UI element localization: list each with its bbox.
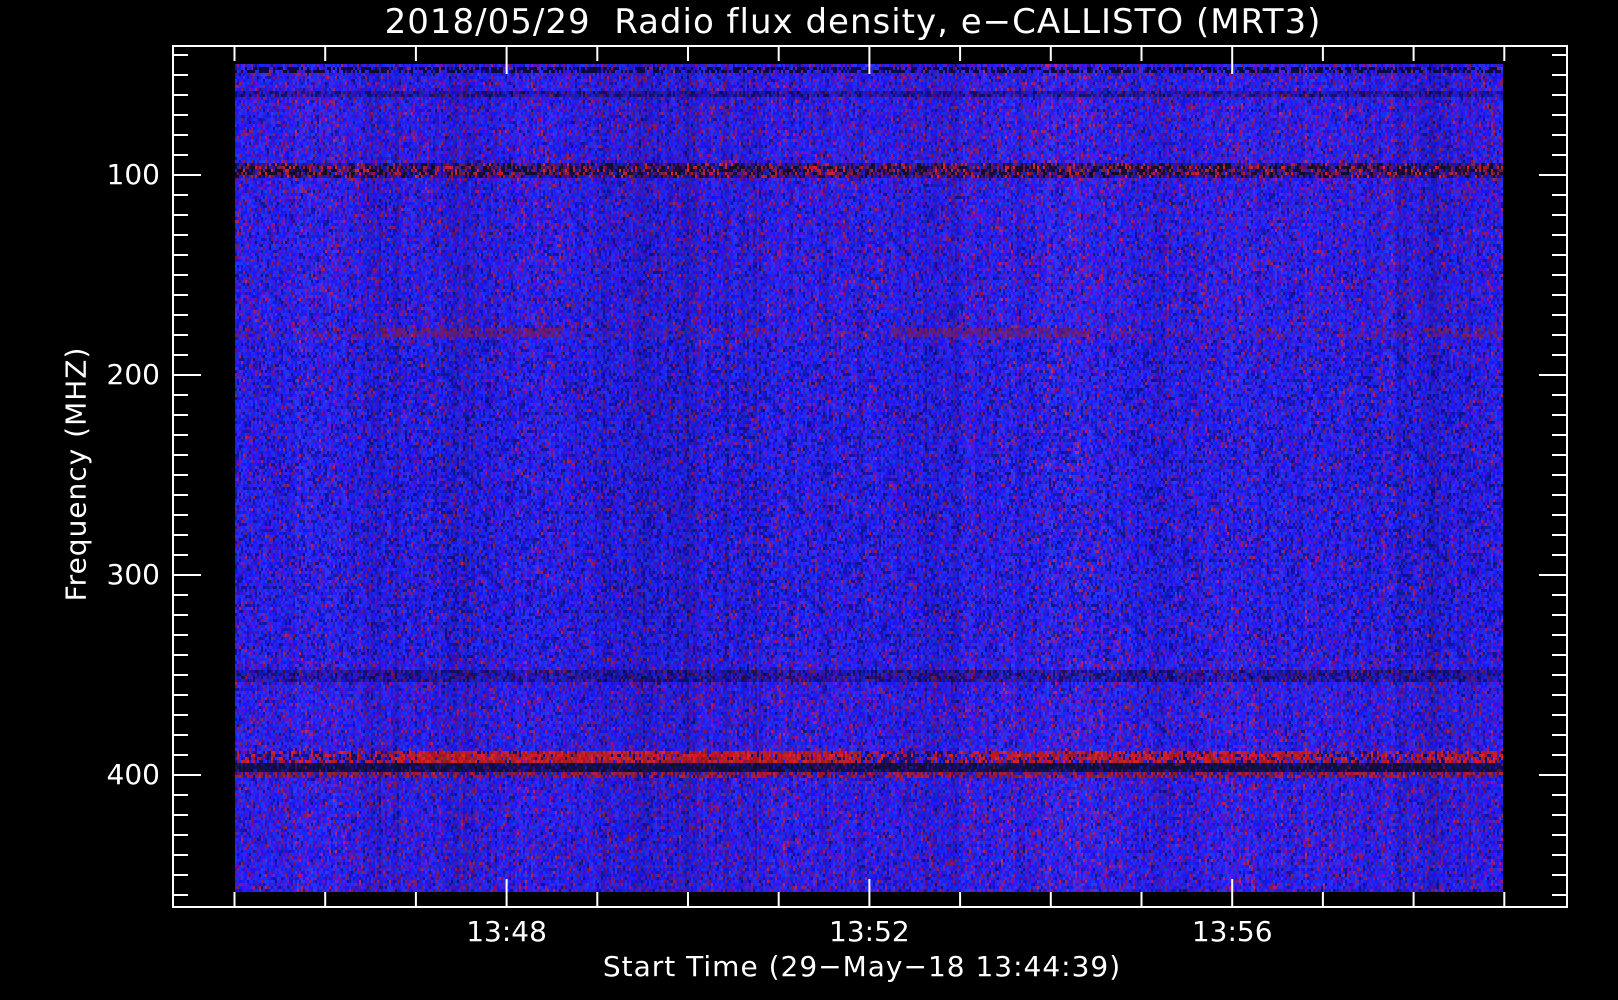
x-tick-label-13-56: 13:56: [1191, 915, 1273, 948]
x-axis-label: Start Time (29−May−18 13:44:39): [602, 950, 1122, 983]
x-tick-label-13-52: 13:52: [829, 915, 910, 948]
chart-title: 2018/05/29 Radio flux density, e−CALLIST…: [384, 2, 1322, 42]
tick-marks: [174, 47, 1566, 906]
plot-frame: [172, 45, 1568, 908]
spectrogram-image: [235, 64, 1503, 892]
y-tick-label-300: 300: [106, 558, 160, 591]
y-tick-label-100: 100: [106, 158, 160, 191]
x-tick-label-13-48: 13:48: [466, 915, 547, 948]
y-tick-label-200: 200: [106, 358, 160, 391]
y-tick-label-400: 400: [106, 758, 160, 791]
